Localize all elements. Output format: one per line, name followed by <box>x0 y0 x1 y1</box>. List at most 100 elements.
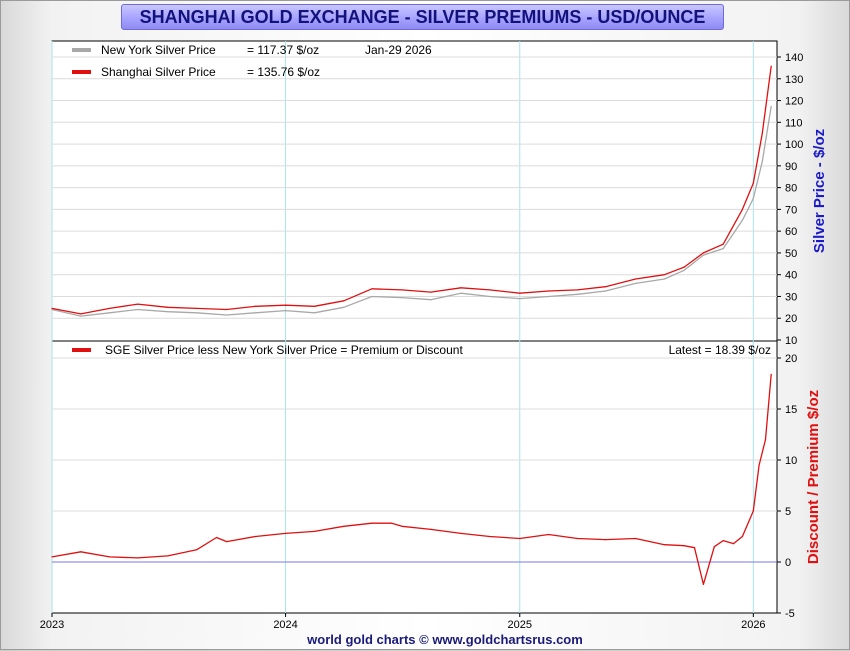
legend-label-new-york: New York Silver Price <box>101 43 216 57</box>
legend-label-premium: SGE Silver Price less New York Silver Pr… <box>105 343 463 357</box>
data-point <box>761 132 763 134</box>
data-point <box>460 292 462 294</box>
upper-y-tick-label: 110 <box>785 117 803 129</box>
lower-y-axis-title: Discount / Premium $/oz <box>805 390 822 564</box>
data-point <box>489 535 491 538</box>
data-point <box>764 439 767 441</box>
upper-y-tick-label: 80 <box>785 183 797 195</box>
data-point <box>167 311 169 313</box>
data-point <box>226 314 228 316</box>
data-point <box>770 105 772 107</box>
upper-y-tick-label: 140 <box>785 52 803 64</box>
lower-y-tick-label: 5 <box>785 506 791 518</box>
lower-y-tick-label: 20 <box>785 353 797 365</box>
lower-y-ticks: -5 0 5 10 15 20 <box>777 353 797 620</box>
data-point <box>752 197 754 200</box>
footer-credit: world gold charts © www.goldchartsrus.co… <box>306 632 583 647</box>
data-point <box>109 312 111 314</box>
data-point <box>635 537 637 540</box>
data-point <box>702 583 705 586</box>
lower-plot-area <box>51 340 778 614</box>
data-point <box>732 543 735 545</box>
data-point <box>254 312 257 314</box>
data-point <box>391 522 393 524</box>
data-point <box>722 540 724 542</box>
data-point <box>285 532 287 535</box>
data-point <box>663 544 666 546</box>
data-point <box>285 304 287 306</box>
chart-title: SHANGHAI GOLD EXCHANGE - SILVER PREMIUMS… <box>121 4 724 30</box>
data-point <box>770 373 772 375</box>
data-point <box>401 525 403 527</box>
data-point <box>722 243 724 245</box>
data-point <box>401 289 403 291</box>
data-point <box>51 308 53 311</box>
lower-y-tick-label: 0 <box>785 557 791 569</box>
data-point <box>519 298 521 300</box>
upper-legend: New York Silver Price = 117.37 $/oz Jan-… <box>72 43 432 79</box>
data-point <box>109 307 111 309</box>
data-point <box>722 248 724 250</box>
data-point <box>604 539 607 541</box>
data-point <box>51 556 53 558</box>
price-date-annotation: Jan-29 2026 <box>365 43 432 57</box>
data-point <box>285 310 287 312</box>
data-point <box>683 269 685 271</box>
data-point <box>137 308 139 311</box>
lower-series <box>51 373 772 586</box>
x-ticks: 2023 2024 2025 2026 <box>40 613 766 631</box>
x-tick-label-2025: 2025 <box>508 619 532 631</box>
data-point <box>576 289 579 291</box>
upper-y-tick-label: 20 <box>785 313 797 325</box>
lower-y-tick-label: 10 <box>785 455 797 467</box>
data-point <box>215 536 218 539</box>
data-point <box>604 290 607 292</box>
lower-y-tick-label: -5 <box>785 608 795 620</box>
data-point <box>196 549 198 551</box>
data-point <box>80 313 82 315</box>
data-point <box>548 295 550 298</box>
lower-grid <box>51 341 777 613</box>
upper-y-tick-label: 60 <box>785 226 797 238</box>
data-point <box>226 308 228 311</box>
data-point <box>80 551 82 553</box>
data-point <box>702 254 705 256</box>
data-point <box>683 266 685 268</box>
data-point <box>752 182 754 184</box>
data-point <box>226 541 228 543</box>
data-point <box>761 160 763 163</box>
data-point <box>371 522 373 524</box>
upper-y-ticks: 10 20 30 40 50 60 70 80 90 100 110 120 130 140 <box>777 52 803 347</box>
data-point <box>109 556 111 558</box>
upper-grid <box>51 41 777 341</box>
data-point <box>254 535 257 538</box>
data-point <box>430 299 432 301</box>
lower-y-tick-label: 15 <box>785 404 797 416</box>
data-point <box>693 547 696 549</box>
upper-y-tick-label: 90 <box>785 161 797 173</box>
data-point <box>196 312 198 314</box>
upper-y-axis-title: Silver Price - $/oz <box>811 129 828 253</box>
data-point <box>371 295 373 298</box>
data-point <box>663 274 666 276</box>
data-point <box>741 535 744 538</box>
data-point <box>576 537 579 540</box>
data-point <box>167 555 169 557</box>
data-point <box>430 528 432 531</box>
upper-y-tick-label: 50 <box>785 248 797 260</box>
upper-series <box>51 65 772 317</box>
data-point <box>313 530 315 533</box>
data-point <box>519 537 521 540</box>
data-point <box>576 293 579 295</box>
upper-y-tick-label: 100 <box>785 139 803 151</box>
data-point <box>713 546 715 548</box>
legend-label-shanghai: Shanghai Silver Price <box>101 65 216 79</box>
data-point <box>371 288 373 290</box>
data-point <box>80 315 82 317</box>
data-point <box>137 557 139 559</box>
data-point <box>741 219 744 221</box>
data-point <box>167 306 169 308</box>
data-point <box>604 286 607 288</box>
